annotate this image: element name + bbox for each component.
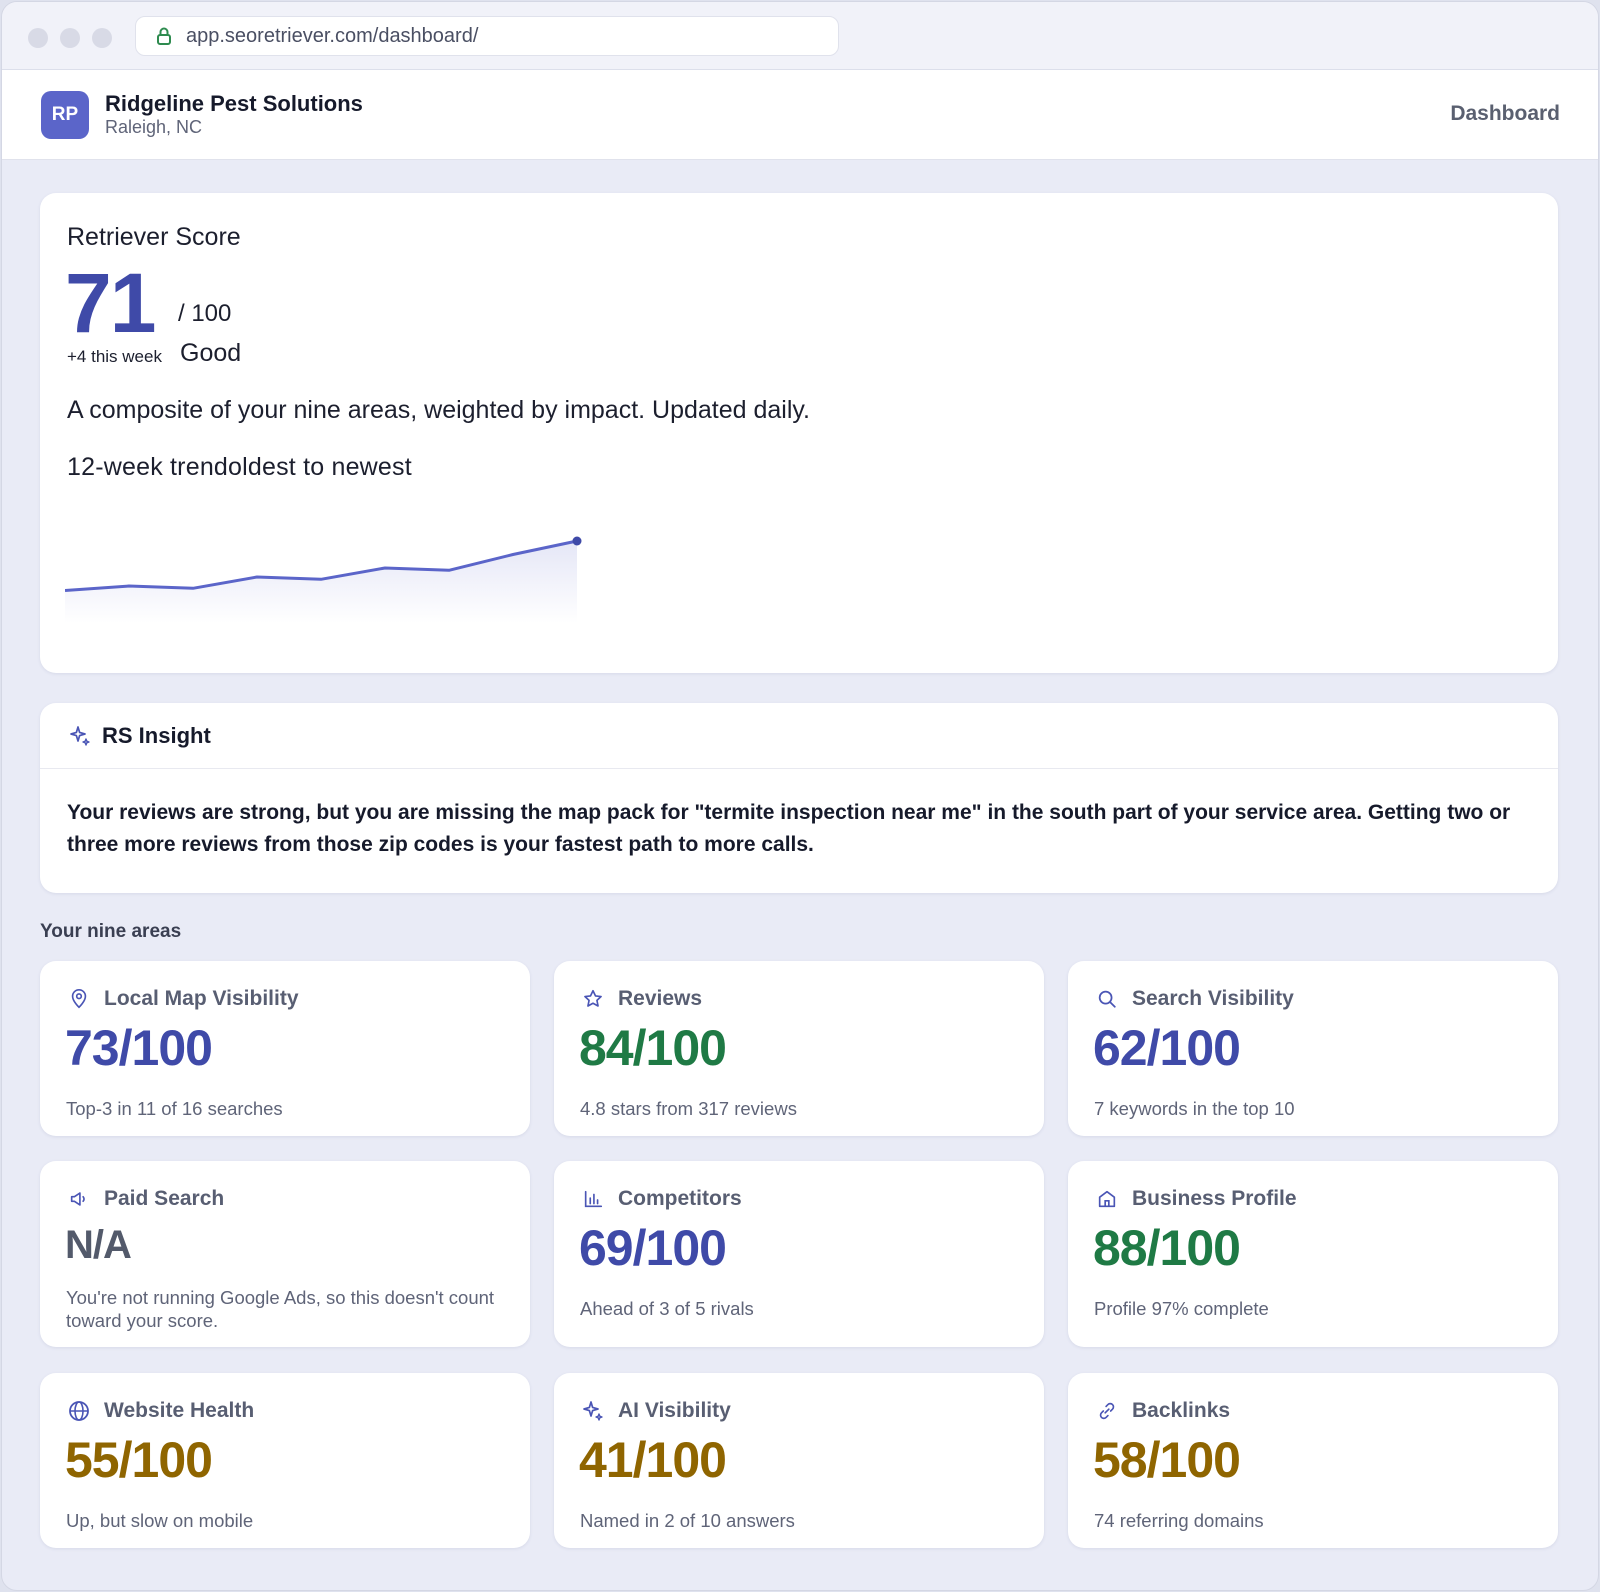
link-icon: [1094, 1398, 1120, 1424]
area-name: Backlinks: [1132, 1399, 1231, 1422]
area-detail: Top-3 in 11 of 16 searches: [66, 1098, 283, 1119]
score-rating: Good: [180, 339, 242, 367]
area-score: 58/100: [1093, 1432, 1241, 1488]
search-icon: [1094, 986, 1120, 1012]
area-card-reviews[interactable]: Reviews 84/100 4.8 stars from 317 review…: [554, 961, 1044, 1136]
score-description: A composite of your nine areas, weighted…: [67, 396, 811, 424]
score-delta: +4 this week: [67, 347, 162, 366]
area-score: 73/100: [65, 1020, 213, 1076]
trend-latest-point: [572, 536, 582, 546]
area-detail: Up, but slow on mobile: [66, 1510, 254, 1531]
area-score: 84/100: [579, 1020, 727, 1076]
star-icon: [580, 986, 606, 1012]
business-name: Ridgeline Pest Solutions: [105, 91, 363, 116]
area-card-ai-visibility[interactable]: AI Visibility 41/100 Named in 2 of 10 an…: [554, 1373, 1044, 1548]
area-detail: Ahead of 3 of 5 rivals: [580, 1298, 754, 1319]
megaphone-icon: [66, 1186, 92, 1212]
trend-line: [65, 539, 578, 592]
business-location: Raleigh, NC: [105, 117, 203, 137]
area-detail: You're not running Google Ads, so this d…: [66, 1287, 495, 1331]
area-score: 62/100: [1093, 1020, 1241, 1076]
area-detail: Named in 2 of 10 answers: [580, 1510, 795, 1531]
area-card-paid-search[interactable]: Paid Search N/A You're not running Googl…: [40, 1161, 530, 1347]
area-card-website-health[interactable]: Website Health 55/100 Up, but slow on mo…: [40, 1373, 530, 1548]
area-card-search-visibility[interactable]: Search Visibility 62/100 7 keywords in t…: [1068, 961, 1558, 1136]
area-score: 41/100: [579, 1432, 727, 1488]
trend-area: [65, 541, 577, 623]
area-name: Search Visibility: [1132, 987, 1294, 1010]
storefront-icon: [1094, 1186, 1120, 1212]
area-card-backlinks[interactable]: Backlinks 58/100 74 referring domains: [1068, 1373, 1558, 1548]
area-card-competitors[interactable]: Competitors 69/100 Ahead of 3 of 5 rival…: [554, 1161, 1044, 1347]
area-name: Competitors: [618, 1187, 742, 1210]
area-score: N/A: [65, 1223, 132, 1267]
browser-chrome: app.seoretriever.com/dashboard/: [2, 2, 1598, 70]
area-name: Local Map Visibility: [104, 987, 299, 1010]
area-detail: 7 keywords in the top 10: [1094, 1098, 1295, 1119]
score-title: Retriever Score: [67, 223, 241, 251]
sparkle-icon: [70, 725, 90, 746]
address-bar[interactable]: app.seoretriever.com/dashboard/: [135, 16, 839, 56]
area-detail: 74 referring domains: [1094, 1510, 1264, 1531]
area-name: Website Health: [104, 1399, 255, 1422]
area-detail: 4.8 stars from 317 reviews: [580, 1098, 797, 1119]
area-card-local-map-visibility[interactable]: Local Map Visibility 73/100 Top-3 in 11 …: [40, 961, 530, 1136]
area-name: Business Profile: [1132, 1187, 1297, 1210]
bar-chart-icon: [580, 1186, 606, 1212]
area-name: Reviews: [618, 987, 703, 1010]
trend-chart: [65, 536, 582, 623]
score-max: / 100: [178, 300, 232, 327]
trend-label: 12-week trendoldest to newest: [67, 453, 412, 481]
area-card-business-profile[interactable]: Business Profile 88/100 Profile 97% comp…: [1068, 1161, 1558, 1347]
area-detail: Profile 97% complete: [1094, 1298, 1269, 1319]
area-score: 69/100: [579, 1220, 727, 1276]
area-name: AI Visibility: [618, 1399, 731, 1422]
insight-body: Your reviews are strong, but you are mis…: [67, 801, 1511, 856]
score-value: 71: [65, 256, 156, 350]
retriever-score-card: Retriever Score 71 / 100 +4 this week Go…: [40, 193, 1558, 673]
nav-dashboard-link[interactable]: Dashboard: [1450, 102, 1560, 125]
areas-section-label: Your nine areas: [40, 921, 182, 942]
window-close-dot[interactable]: [28, 28, 48, 48]
area-name: Paid Search: [104, 1187, 225, 1210]
area-score: 55/100: [65, 1432, 213, 1488]
app-header: RP Ridgeline Pest Solutions Raleigh, NC …: [2, 70, 1598, 160]
window-minimize-dot[interactable]: [60, 28, 80, 48]
rs-insight-card: RS Insight Your reviews are strong, but …: [40, 703, 1558, 893]
insight-title: RS Insight: [102, 722, 211, 748]
lock-icon: [157, 27, 171, 45]
sparkle-icon: [580, 1398, 606, 1424]
window-maximize-dot[interactable]: [92, 28, 112, 48]
business-avatar[interactable]: RP: [41, 91, 89, 139]
insight-header: RS Insight: [40, 703, 1558, 769]
url-text: app.seoretriever.com/dashboard/: [186, 24, 479, 47]
globe-icon: [66, 1398, 92, 1424]
area-score: 88/100: [1093, 1220, 1241, 1276]
map-pin-icon: [66, 986, 92, 1012]
